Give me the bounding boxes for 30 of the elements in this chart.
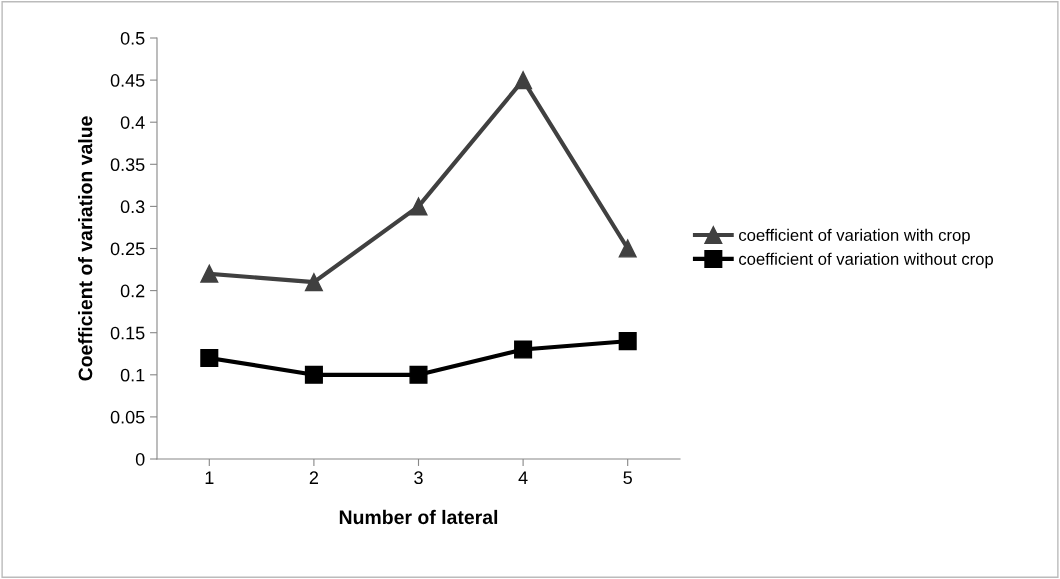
y-tick-label: 0.4 xyxy=(120,116,145,129)
x-tick-label: 3 xyxy=(414,471,423,485)
y-tick-label: 0.1 xyxy=(120,368,145,382)
point xyxy=(200,264,219,283)
legend-label: coefficient of variation without crop xyxy=(739,252,994,269)
y-tick-label: 0.3 xyxy=(120,200,145,214)
point xyxy=(304,365,323,384)
y-tick-label: 0 xyxy=(135,452,145,466)
point xyxy=(304,273,323,292)
y-tick-label: 0.25 xyxy=(110,242,145,256)
point xyxy=(200,348,219,367)
x-tick-label: 4 xyxy=(518,471,528,484)
point xyxy=(514,340,533,359)
y-tick-label: 0.5 xyxy=(120,31,145,45)
point xyxy=(409,197,428,216)
point xyxy=(514,71,533,90)
legend-label: coefficient of variation with crop xyxy=(739,228,970,245)
y-tick-label: 0.45 xyxy=(110,74,145,87)
point xyxy=(618,239,637,258)
x-tick-label: 2 xyxy=(309,471,319,484)
y-tick-label: 0.05 xyxy=(110,410,145,424)
y-tick-label: 0.15 xyxy=(110,326,145,340)
y-axis-title: Coefficient of variation value xyxy=(78,116,93,381)
x-axis-title: Number of lateral xyxy=(339,509,498,525)
point xyxy=(618,332,637,351)
x-tick-label: 5 xyxy=(623,471,632,485)
y-tick-label: 0.2 xyxy=(120,284,145,298)
y-tick-label: 0.35 xyxy=(110,158,145,172)
point xyxy=(409,365,428,384)
x-tick-label: 1 xyxy=(205,471,214,484)
